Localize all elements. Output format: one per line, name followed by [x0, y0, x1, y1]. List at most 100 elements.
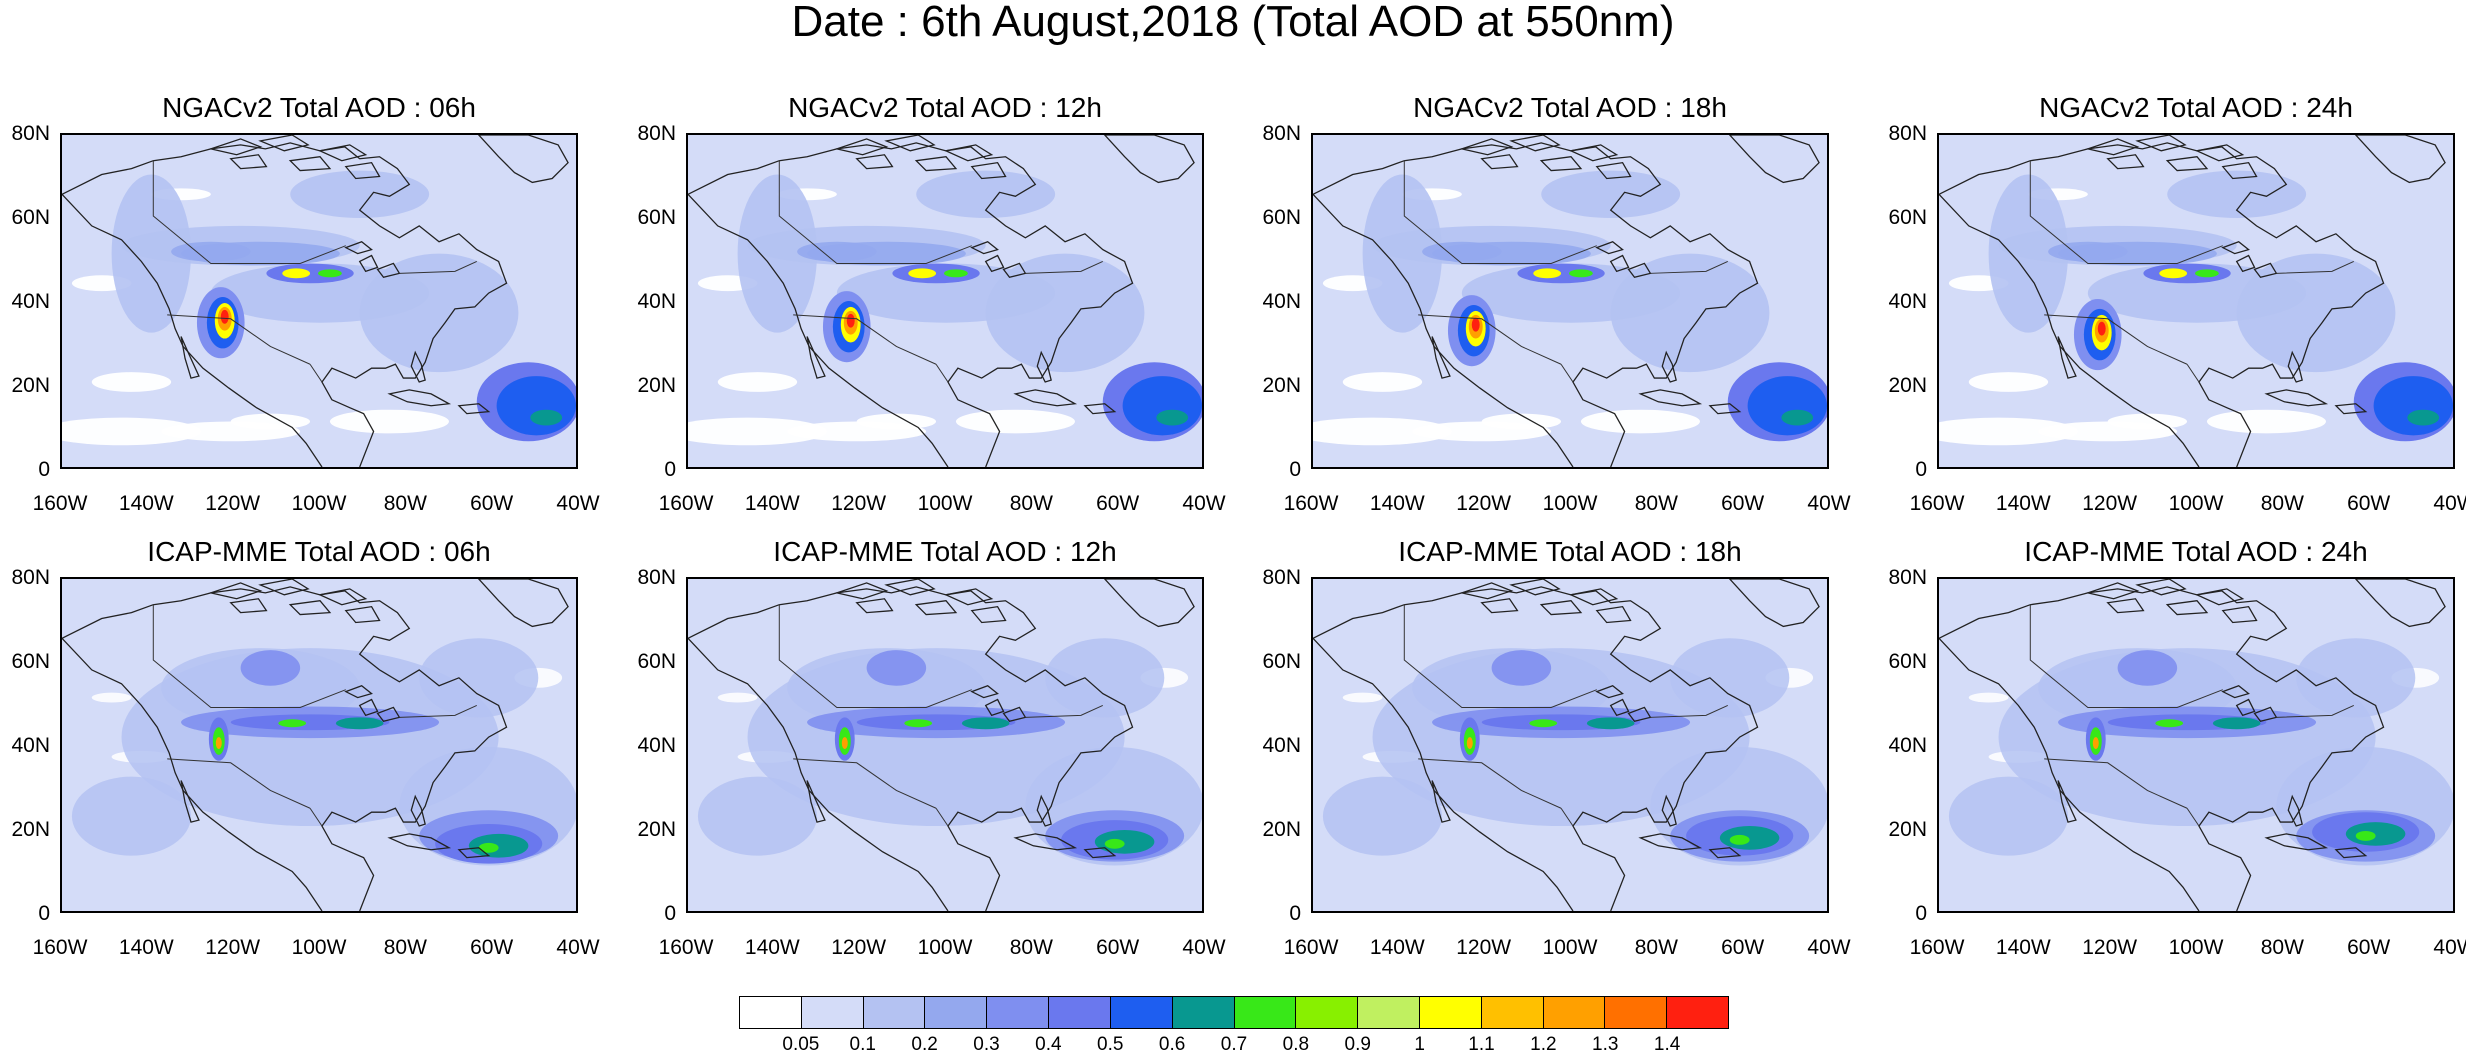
lon-tick-label: 100W — [2168, 936, 2224, 959]
colorbar-swatch — [1234, 997, 1297, 1028]
lon-tick-label: 120W — [1456, 936, 1512, 959]
lat-tick-label: 20N — [1262, 374, 1301, 397]
lon-tick-label: 60W — [2347, 492, 2391, 515]
lon-tick-label: 160W — [1909, 936, 1965, 959]
lat-tick-label: 60N — [11, 206, 50, 229]
colorbar-swatch — [740, 997, 802, 1028]
lon-tick-label: 80W — [2260, 936, 2304, 959]
aod-map — [60, 577, 578, 913]
lat-tick-label: 0 — [1289, 458, 1301, 481]
aod-map — [1311, 577, 1829, 913]
lat-tick-label: 60N — [1888, 650, 1927, 673]
lon-tick-label: 60W — [1721, 492, 1765, 515]
colorbar-label: 0.2 — [911, 1034, 938, 1055]
colorbar-swatch — [1358, 997, 1420, 1028]
lat-tick-label: 60N — [637, 650, 676, 673]
colorbar-label: 1.1 — [1468, 1034, 1495, 1055]
lon-tick-label: 160W — [1909, 492, 1965, 515]
lat-tick-label: 40N — [11, 734, 50, 757]
aod-field — [1939, 135, 2453, 467]
lat-tick-label: 40N — [637, 290, 676, 313]
lat-tick-label: 60N — [1262, 650, 1301, 673]
lon-tick-label: 60W — [2347, 936, 2391, 959]
lat-tick-label: 80N — [1888, 566, 1927, 589]
lon-tick-label: 80W — [383, 492, 427, 515]
lon-tick-label: 160W — [32, 492, 88, 515]
lat-tick-label: 80N — [1262, 566, 1301, 589]
colorbar-label: 1.4 — [1653, 1034, 1681, 1055]
lat-tick-label: 20N — [1888, 374, 1927, 397]
colorbar-swatch — [1543, 997, 1606, 1028]
lon-tick-label: 120W — [2082, 492, 2138, 515]
lat-tick-label: 80N — [1262, 122, 1301, 145]
lon-tick-label: 40W — [1182, 492, 1226, 515]
colorbar-swatch — [1667, 997, 1728, 1028]
lat-tick-label: 60N — [1888, 206, 1927, 229]
lat-tick-label: 20N — [637, 374, 676, 397]
lon-tick-label: 60W — [470, 936, 514, 959]
aod-field — [1313, 135, 1827, 467]
lat-tick-label: 0 — [1289, 902, 1301, 925]
colorbar-label: 1 — [1414, 1034, 1425, 1055]
lat-tick-label: 0 — [1915, 458, 1927, 481]
colorbar-swatch — [987, 997, 1050, 1028]
colorbar-label: 0.05 — [782, 1034, 820, 1055]
lon-tick-label: 60W — [470, 492, 514, 515]
map-panel: ICAP-MME Total AOD : 18h 80N 60N 40N 20N 0 160… — [1262, 538, 1850, 959]
aod-field — [1313, 579, 1827, 911]
lat-tick-label: 80N — [1888, 122, 1927, 145]
lon-tick-label: 100W — [2168, 492, 2224, 515]
lon-tick-label: 160W — [1283, 492, 1339, 515]
map-panel: NGACv2 Total AOD : 12h 80N 60N 40N 20N 0 160W 1… — [637, 94, 1225, 515]
panel-title: NGACv2 Total AOD : 12h — [788, 92, 1102, 123]
lon-tick-label: 40W — [2433, 492, 2466, 515]
lon-tick-label: 100W — [291, 936, 347, 959]
colorbar-label: 1.3 — [1592, 1034, 1619, 1055]
lon-tick-label: 60W — [1721, 936, 1765, 959]
colorbar-label: 1.2 — [1530, 1034, 1557, 1055]
lon-tick-label: 40W — [1182, 936, 1226, 959]
panel-title: NGACv2 Total AOD : 06h — [162, 92, 476, 123]
colorbar-swatch — [1481, 997, 1544, 1028]
colorbar-swatch — [801, 997, 864, 1028]
lon-tick-label: 80W — [1009, 492, 1053, 515]
aod-field — [1939, 579, 2453, 911]
lat-tick-label: 0 — [38, 902, 50, 925]
lon-tick-label: 120W — [205, 492, 261, 515]
colorbar — [739, 996, 1729, 1029]
map-panel: NGACv2 Total AOD : 06h 80N 60N 40N 20N 0 160W 1… — [11, 94, 599, 515]
lat-tick-label: 60N — [637, 206, 676, 229]
figure-title: Date : 6th August,2018 (Total AOD at 550… — [791, 0, 1675, 46]
aod-map — [1937, 133, 2455, 469]
lon-tick-label: 140W — [744, 492, 800, 515]
lon-tick-label: 140W — [118, 936, 174, 959]
aod-field — [688, 135, 1202, 467]
panel-title: NGACv2 Total AOD : 18h — [1413, 92, 1727, 123]
panel-title: ICAP-MME Total AOD : 12h — [773, 536, 1117, 567]
aod-map — [686, 577, 1204, 913]
colorbar-swatch — [1049, 997, 1111, 1028]
lon-tick-label: 160W — [1283, 936, 1339, 959]
lon-tick-label: 120W — [205, 936, 261, 959]
colorbar-label: 0.5 — [1097, 1034, 1124, 1055]
colorbar-swatch — [863, 997, 926, 1028]
aod-field — [62, 579, 576, 911]
lon-tick-label: 140W — [744, 936, 800, 959]
lat-tick-label: 80N — [11, 122, 50, 145]
colorbar-swatch — [1172, 997, 1235, 1028]
lon-tick-label: 80W — [1634, 936, 1678, 959]
aod-map — [60, 133, 578, 469]
lat-tick-label: 40N — [1888, 734, 1927, 757]
map-panel: ICAP-MME Total AOD : 12h 80N 60N 40N 20N 0 160… — [637, 538, 1225, 959]
aod-map — [1937, 577, 2455, 913]
panel-title: ICAP-MME Total AOD : 24h — [2024, 536, 2368, 567]
lat-tick-label: 40N — [637, 734, 676, 757]
lat-tick-label: 80N — [11, 566, 50, 589]
lon-tick-label: 120W — [1456, 492, 1512, 515]
lon-tick-label: 80W — [1634, 492, 1678, 515]
lat-tick-label: 20N — [11, 818, 50, 841]
lon-tick-label: 100W — [1542, 492, 1598, 515]
panel-title: ICAP-MME Total AOD : 18h — [1398, 536, 1742, 567]
colorbar-swatch — [1605, 997, 1668, 1028]
panel-title: ICAP-MME Total AOD : 06h — [147, 536, 491, 567]
